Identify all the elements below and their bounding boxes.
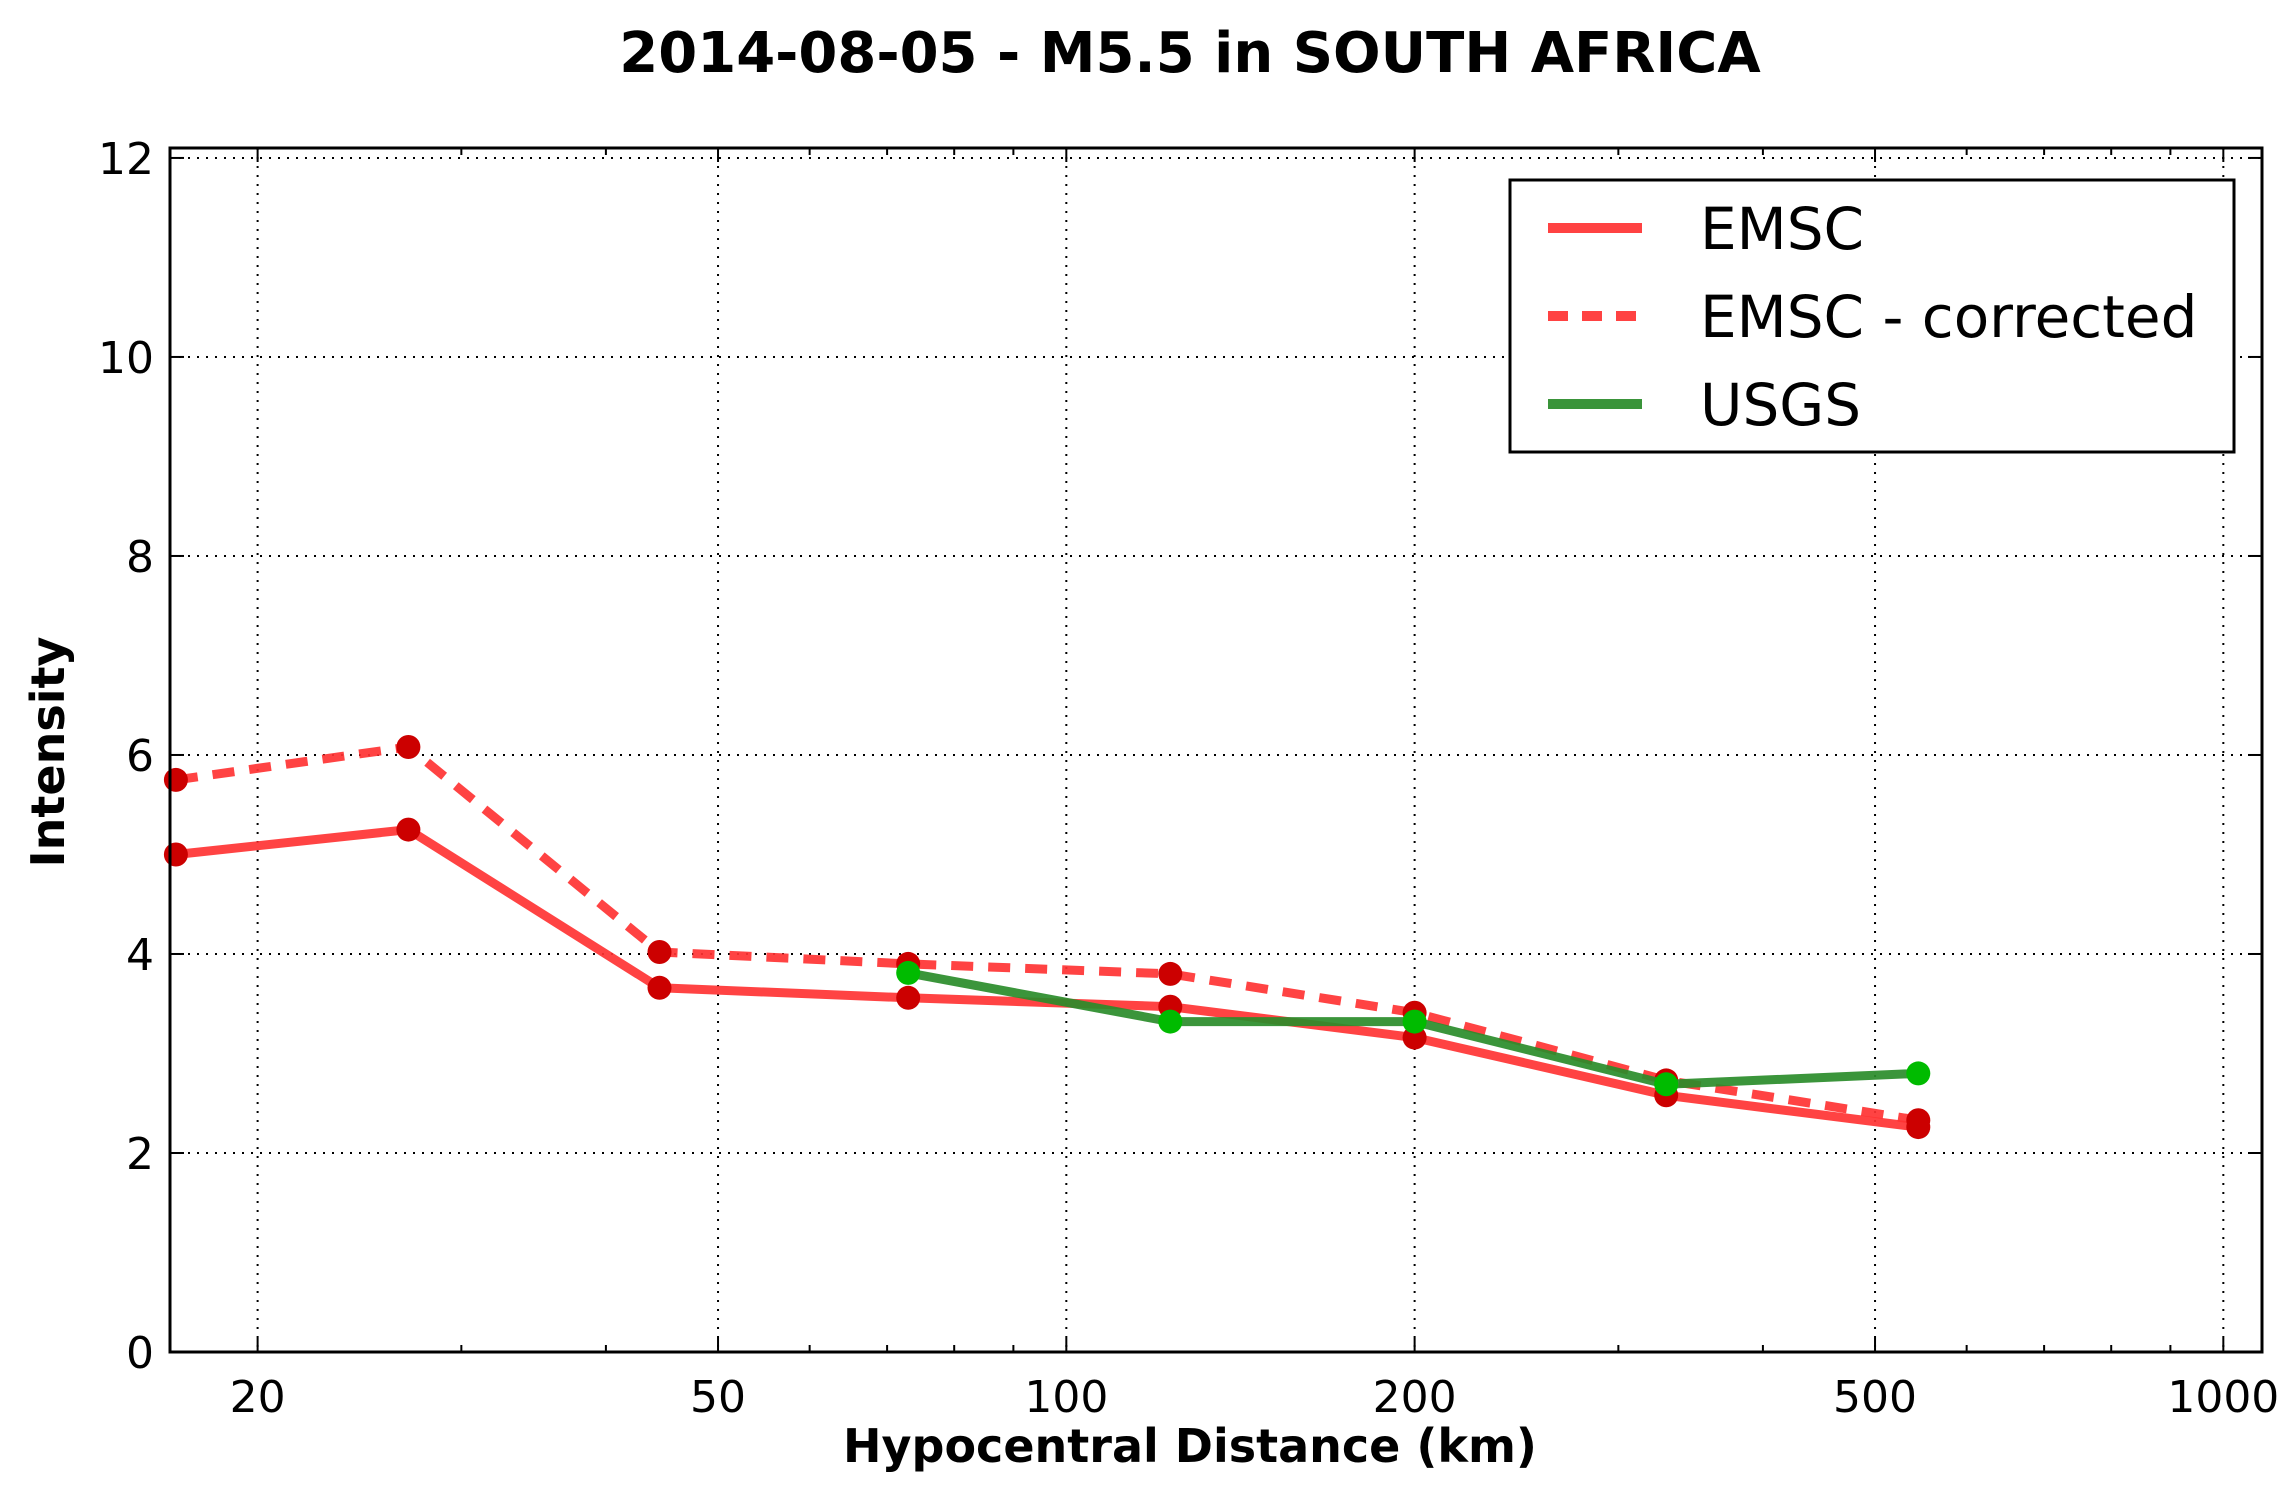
legend-label-emsc-corrected: EMSC - corrected [1700, 283, 2197, 351]
y-tick-label: 8 [126, 532, 154, 583]
series-line-emsc [175, 825, 1919, 1132]
data-point-usgs [896, 960, 921, 985]
x-tick-label: 200 [1373, 1372, 1457, 1423]
data-point-emsc [647, 975, 672, 1000]
y-tick-label: 0 [126, 1328, 154, 1379]
data-point-emsc-corrected [163, 767, 188, 792]
y-tick-label: 6 [126, 731, 154, 782]
x-tick-label: 100 [1024, 1372, 1108, 1423]
y-tick-label: 2 [126, 1129, 154, 1180]
x-tick-label: 1000 [2167, 1372, 2279, 1423]
data-point-emsc-corrected [647, 940, 672, 964]
series-layer [163, 735, 1931, 1140]
legend-label-emsc: EMSC [1700, 195, 1864, 263]
data-point-usgs [1654, 1072, 1679, 1097]
data-point-emsc-corrected [1906, 1108, 1931, 1133]
plot-frame [168, 146, 2264, 1354]
data-point-usgs [1158, 1009, 1183, 1034]
chart-title: 2014-08-05 - M5.5 in SOUTH AFRICA [619, 21, 1761, 86]
y-tick-labels: 0 2 4 6 8 10 12 [98, 134, 154, 1379]
y-tick-label: 12 [98, 134, 154, 185]
legend: EMSC EMSC - corrected USGS [1508, 178, 2236, 454]
y-tick-label: 10 [98, 333, 154, 384]
x-tick-label: 20 [230, 1372, 286, 1423]
data-point-emsc-corrected [1158, 961, 1183, 986]
data-point-emsc [396, 817, 421, 842]
x-tick-label: 500 [1833, 1372, 1917, 1423]
y-tick-label: 4 [126, 930, 154, 981]
x-tick-label: 50 [690, 1372, 746, 1423]
legend-label-usgs: USGS [1700, 371, 1861, 439]
data-point-usgs [1402, 1009, 1427, 1034]
y-axis-label: Intensity [21, 637, 75, 868]
data-point-emsc [896, 985, 921, 1010]
x-tick-labels: 20 50 100 200 500 1000 [230, 1372, 2280, 1423]
grid [170, 148, 2262, 1352]
data-point-emsc [163, 842, 188, 867]
data-point-usgs [1906, 1061, 1931, 1086]
series-line-emsc-corrected [175, 742, 1920, 1125]
data-point-emsc-corrected [396, 735, 421, 759]
x-axis-label: Hypocentral Distance (km) [843, 1419, 1537, 1473]
